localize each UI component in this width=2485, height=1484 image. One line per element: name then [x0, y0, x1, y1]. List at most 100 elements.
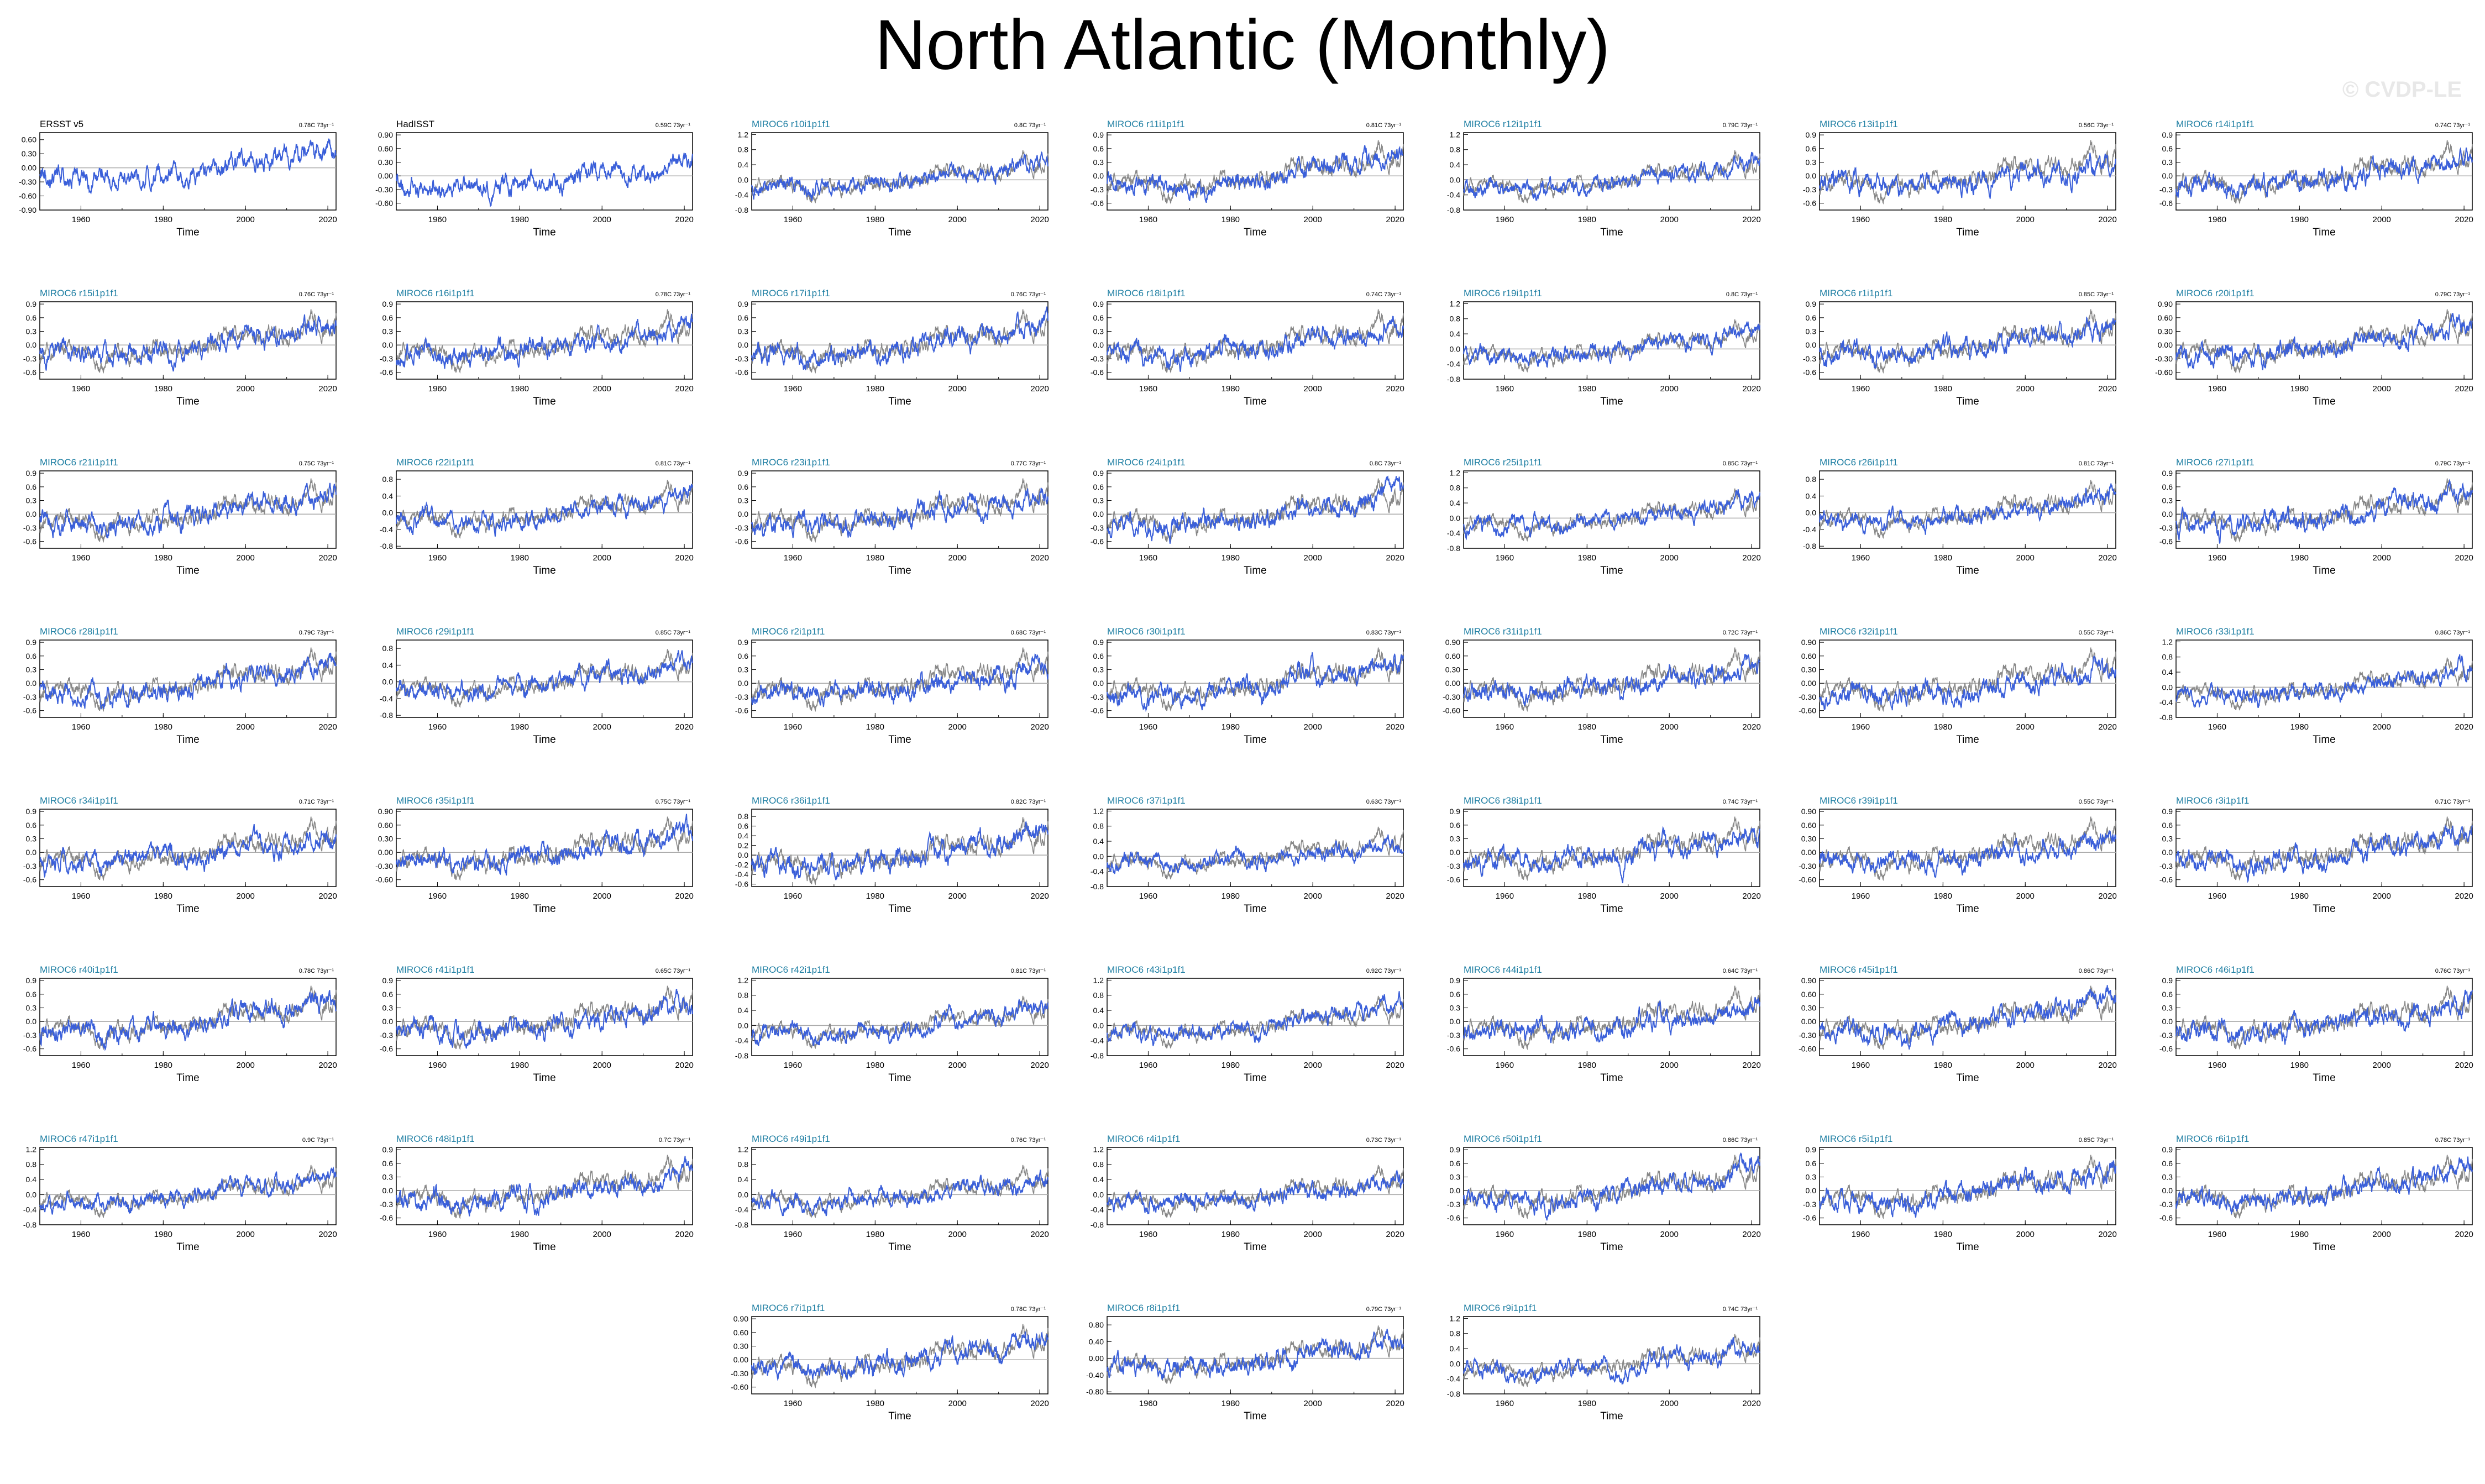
y-tick-label: -0.3: [1091, 693, 1104, 701]
y-tick-label: -0.3: [1091, 185, 1104, 194]
panel-trend: 0.79C 73yr⁻¹: [1723, 122, 1758, 129]
panel-46: MIROC6 r4i1p1f1 0.73C 73yr⁻¹ 1.2 0.8 0.4 0.0 -…: [1091, 1134, 1404, 1253]
y-tick-label: 0.0: [2162, 1186, 2173, 1195]
y-tick-label: -0.3: [380, 1031, 393, 1040]
x-tick-label: 1960: [1139, 1061, 1157, 1070]
panel-trend: 0.74C 73yr⁻¹: [1723, 1306, 1758, 1313]
y-tick-label: 0.6: [2162, 821, 2173, 830]
y-tick-label: 0.0: [1093, 1021, 1104, 1030]
series-line: [1463, 1152, 1760, 1221]
series-line: [396, 153, 693, 207]
x-tick-label: 1960: [2208, 215, 2226, 224]
y-tick-label: -0.8: [2159, 713, 2173, 722]
x-tick-label: 2020: [318, 384, 337, 394]
series-line: [2175, 654, 2473, 709]
x-tick-label: 1960: [784, 1399, 802, 1408]
y-tick-label: 0.8: [382, 644, 394, 653]
x-axis-label: Time: [888, 1410, 911, 1422]
y-tick-label: 0.60: [378, 821, 393, 830]
y-tick-label: -0.6: [380, 1045, 393, 1053]
x-axis-label: Time: [1600, 903, 1623, 915]
y-tick-label: 0.0: [1450, 344, 1461, 353]
y-tick-label: 0.6: [382, 1159, 394, 1168]
x-tick-label: 2020: [1030, 553, 1048, 563]
x-tick-label: 1980: [1578, 384, 1596, 394]
x-tick-label: 2000: [948, 722, 967, 732]
series-line: [396, 484, 693, 537]
panel-13: MIROC6 r1i1p1f1 0.85C 73yr⁻¹ 0.9 0.6 0.3 0.0 -…: [1803, 288, 2117, 407]
x-axis-label: Time: [1956, 1241, 1979, 1253]
y-tick-label: 0.0: [1450, 1186, 1461, 1195]
x-tick-label: 2000: [948, 892, 967, 901]
plot-frame: [1819, 639, 2116, 718]
y-tick-label: 0.0: [738, 851, 749, 859]
observed-line: [1819, 985, 2116, 1051]
x-tick-label: 2000: [2016, 722, 2035, 732]
panel-title: MIROC6 r31i1p1f1: [1464, 626, 1542, 637]
panel-1: ERSST v5 0.78C 73yr⁻¹ 0.60 0.30 0.00 -0.30 -0.…: [19, 119, 337, 238]
x-tick-label: 1980: [2290, 384, 2309, 394]
y-tick-label: -0.8: [735, 206, 748, 214]
x-tick-label: 1980: [1221, 384, 1240, 394]
y-tick-label: 0.3: [1806, 327, 1817, 336]
series-line: [39, 314, 337, 373]
x-tick-label: 1960: [784, 215, 802, 224]
x-tick-label: 1980: [1934, 384, 1952, 394]
x-tick-label: 2020: [1386, 892, 1404, 901]
observed-line: [2175, 657, 2473, 711]
x-axis-label: Time: [1600, 1410, 1623, 1422]
panel-title: MIROC6 r2i1p1f1: [752, 626, 825, 637]
panel-trend: 0.8C 73yr⁻¹: [1014, 122, 1046, 129]
x-tick-label: 1960: [428, 553, 447, 563]
observed-line: [39, 309, 337, 374]
panel-title: MIROC6 r10i1p1f1: [752, 119, 830, 129]
panel-40: MIROC6 r44i1p1f1 0.64C 73yr⁻¹ 0.9 0.6 0.3 0.0…: [1447, 964, 1761, 1084]
x-axis-label: Time: [533, 565, 556, 576]
observed-line: [1107, 309, 1404, 374]
x-axis-label: Time: [1244, 565, 1267, 576]
plot-frame: [396, 978, 693, 1056]
x-tick-label: 1960: [72, 384, 90, 394]
x-tick-label: 2020: [1386, 1399, 1404, 1408]
x-tick-label: 1960: [72, 1230, 90, 1239]
y-tick-label: 0.9: [1093, 130, 1104, 139]
y-tick-label: 0.6: [2162, 144, 2173, 153]
y-tick-label: 0.4: [1093, 837, 1104, 846]
observed-line: [39, 478, 337, 543]
x-tick-label: 2000: [1660, 1399, 1679, 1408]
y-tick-label: -0.8: [1447, 544, 1460, 553]
series-line: [1463, 826, 1760, 884]
y-tick-label: 0.4: [1093, 1175, 1104, 1184]
x-tick-label: 2000: [1304, 1230, 1322, 1239]
x-tick-label: 1960: [72, 1061, 90, 1070]
panel-26: MIROC6 r31i1p1f1 0.72C 73yr⁻¹ 0.90 0.60 0.30…: [1443, 626, 1761, 746]
x-axis-label: Time: [888, 903, 911, 915]
y-tick-label: -0.4: [1091, 1036, 1104, 1045]
y-tick-label: -0.30: [1799, 693, 1816, 701]
y-tick-label: 0.9: [26, 976, 37, 985]
x-axis-label: Time: [533, 903, 556, 915]
y-tick-label: 0.00: [2158, 340, 2173, 349]
y-tick-label: -0.6: [1091, 706, 1104, 715]
panel-trend: 0.85C 73yr⁻¹: [2079, 1137, 2114, 1144]
observed-line: [751, 478, 1048, 543]
plot-frame: [1107, 809, 1404, 887]
x-tick-label: 2000: [2373, 1230, 2391, 1239]
panel-title: MIROC6 r36i1p1f1: [752, 795, 830, 806]
y-tick-label: 0.0: [1450, 848, 1461, 857]
y-tick-label: 0.6: [1093, 652, 1104, 660]
x-axis-label: Time: [1600, 565, 1623, 576]
x-tick-label: 1960: [1852, 1061, 1870, 1070]
y-tick-label: 0.0: [738, 1190, 749, 1199]
x-tick-label: 2020: [675, 1230, 693, 1239]
plot-frame: [39, 301, 337, 380]
y-tick-label: -0.4: [1447, 191, 1460, 200]
x-tick-label: 1960: [428, 1230, 447, 1239]
y-tick-label: 0.3: [2162, 835, 2173, 843]
x-axis-label: Time: [1600, 1072, 1623, 1084]
y-tick-label: 0.6: [26, 652, 37, 660]
y-tick-label: 0.0: [1093, 171, 1104, 180]
x-tick-label: 1960: [1139, 553, 1157, 563]
y-tick-label: 0.6: [1093, 313, 1104, 322]
y-tick-label: -0.6: [735, 368, 748, 377]
